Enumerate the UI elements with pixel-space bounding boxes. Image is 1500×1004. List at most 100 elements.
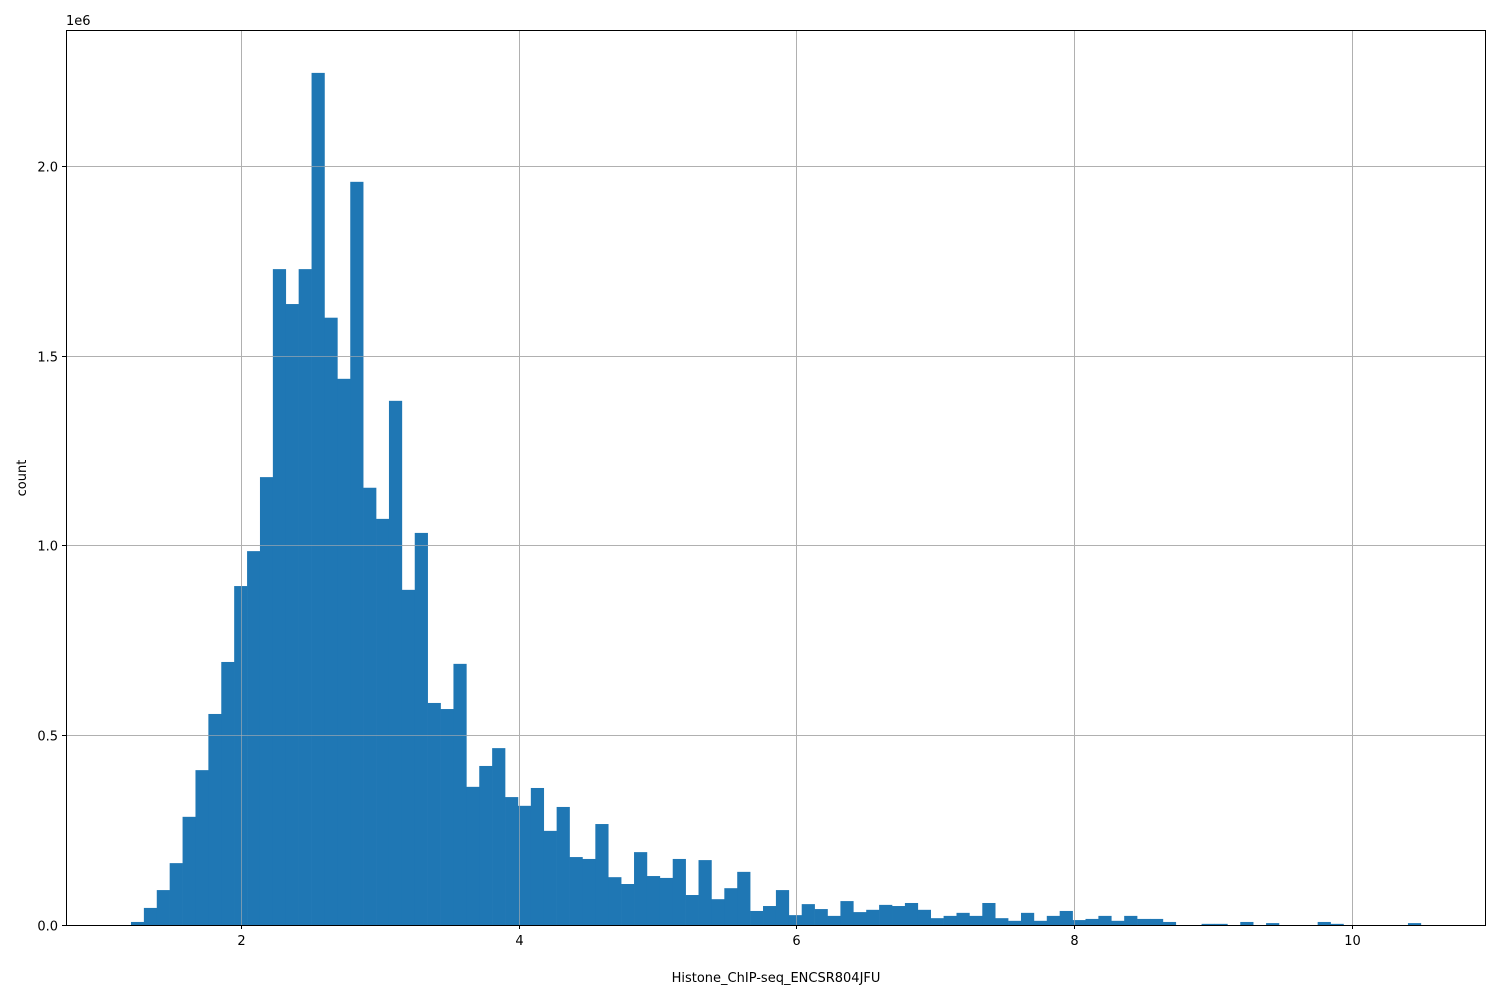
histogram-bar: [556, 806, 570, 925]
histogram-bar: [130, 921, 145, 925]
histogram-bar: [775, 890, 790, 925]
histogram-bar: [879, 904, 893, 925]
histogram-bar: [853, 912, 867, 925]
y-axis-label: count: [15, 460, 30, 497]
histogram-bar: [363, 487, 377, 925]
histogram-bar: [479, 765, 493, 925]
y-tick-label: 0.5: [37, 730, 58, 745]
histogram-bar: [221, 661, 235, 925]
histogram-bar: [247, 551, 261, 925]
histogram-bar: [672, 858, 686, 925]
histogram-bar: [466, 786, 480, 925]
histogram-bar: [1201, 923, 1215, 925]
histogram-bar: [234, 586, 248, 925]
histogram-bar: [1407, 923, 1422, 925]
histogram-bar: [750, 910, 764, 925]
histogram-bar: [337, 378, 351, 925]
histogram-bar: [517, 805, 532, 925]
histogram-bar: [569, 857, 583, 925]
histogram-bar: [1149, 918, 1164, 925]
histogram-bar: [956, 912, 970, 925]
x-tick-label: 4: [515, 934, 523, 949]
histogram-bar: [1072, 920, 1086, 925]
histogram-bar: [427, 702, 441, 925]
histogram-bar: [440, 709, 454, 925]
histogram-bar: [169, 863, 183, 925]
histogram-bar: [634, 852, 648, 925]
histogram-bar: [1240, 921, 1254, 925]
x-axis-ticks: 2 4 6 8 10: [237, 925, 1361, 949]
histogram-bar: [659, 877, 674, 925]
histogram-bar: [324, 317, 338, 925]
y-axis-ticks: 0.0 0.5 1.0 1.5 2.0: [37, 161, 66, 935]
x-axis-label: Histone_ChIP-seq_ENCSR804JFU: [672, 971, 881, 986]
x-tick-label: 10: [1344, 934, 1361, 949]
histogram-bar: [737, 871, 751, 925]
histogram-bar: [1330, 923, 1344, 925]
y-offset-label: 1e6: [66, 14, 91, 29]
histogram-bar: [1059, 910, 1073, 925]
histogram-bar: [608, 877, 622, 925]
histogram-bar: [995, 918, 1009, 925]
histogram-bar: [1111, 920, 1125, 925]
histogram-bar: [917, 909, 932, 925]
histogram-bar: [1214, 923, 1228, 925]
histogram-bar: [724, 888, 738, 925]
axes-frame: [66, 30, 1486, 926]
histogram-bar: [711, 899, 725, 925]
histogram-bar: [943, 915, 957, 925]
histogram-bar: [376, 518, 390, 925]
histogram-bar: [530, 787, 545, 925]
x-tick-label: 8: [1070, 934, 1078, 949]
histogram-bar: [969, 915, 983, 925]
y-tick-label: 0.0: [37, 920, 58, 935]
histogram-bar: [930, 918, 944, 925]
histogram-bar: [259, 477, 274, 925]
histogram-bar: [904, 902, 919, 925]
histogram-bar: [401, 589, 416, 925]
histogram-bar: [1085, 918, 1099, 925]
histogram-bar: [453, 663, 467, 925]
histogram-bar: [285, 304, 299, 925]
histogram-bar: [414, 532, 428, 925]
histogram-bar: [1020, 912, 1035, 925]
histogram-bar: [492, 748, 506, 925]
histogram-bar: [1046, 915, 1060, 925]
histogram-bar: [1098, 915, 1112, 925]
histogram-bar: [582, 858, 596, 925]
histogram-bar: [182, 816, 196, 925]
histogram-bar: [621, 884, 635, 925]
histogram-bar: [892, 906, 906, 925]
histogram-bar: [866, 909, 880, 925]
histogram-bar: [272, 269, 287, 925]
histogram-bar: [1124, 915, 1138, 925]
histogram-bar: [801, 904, 815, 925]
histogram-bar: [543, 830, 557, 925]
histogram-bar: [788, 915, 803, 925]
histogram-bar: [763, 906, 777, 925]
x-tick-label: 6: [792, 934, 800, 949]
histogram-bar: [685, 895, 699, 925]
histogram-bar: [208, 713, 222, 925]
histogram-bar: [298, 269, 312, 925]
histogram-bar: [143, 907, 158, 925]
histogram-bar: [505, 797, 519, 925]
y-tick-label: 1.5: [37, 351, 58, 366]
x-tick-label: 2: [237, 934, 245, 949]
histogram-bar: [195, 770, 209, 925]
histogram-bar: [595, 824, 609, 925]
histogram-bar: [350, 181, 364, 925]
histogram-bar: [156, 890, 170, 925]
histogram-bar: [388, 400, 403, 925]
y-tick-label: 2.0: [37, 161, 58, 176]
histogram-bar: [1317, 921, 1331, 925]
histogram-bar: [646, 876, 661, 925]
histogram-bar: [311, 72, 325, 926]
histogram-bar: [840, 901, 854, 925]
histogram-bar: [827, 915, 841, 925]
histogram-bar: [1137, 918, 1151, 925]
histogram-bar: [1162, 921, 1177, 925]
histogram-bar: [1008, 920, 1022, 925]
histogram-bar: [814, 909, 828, 925]
